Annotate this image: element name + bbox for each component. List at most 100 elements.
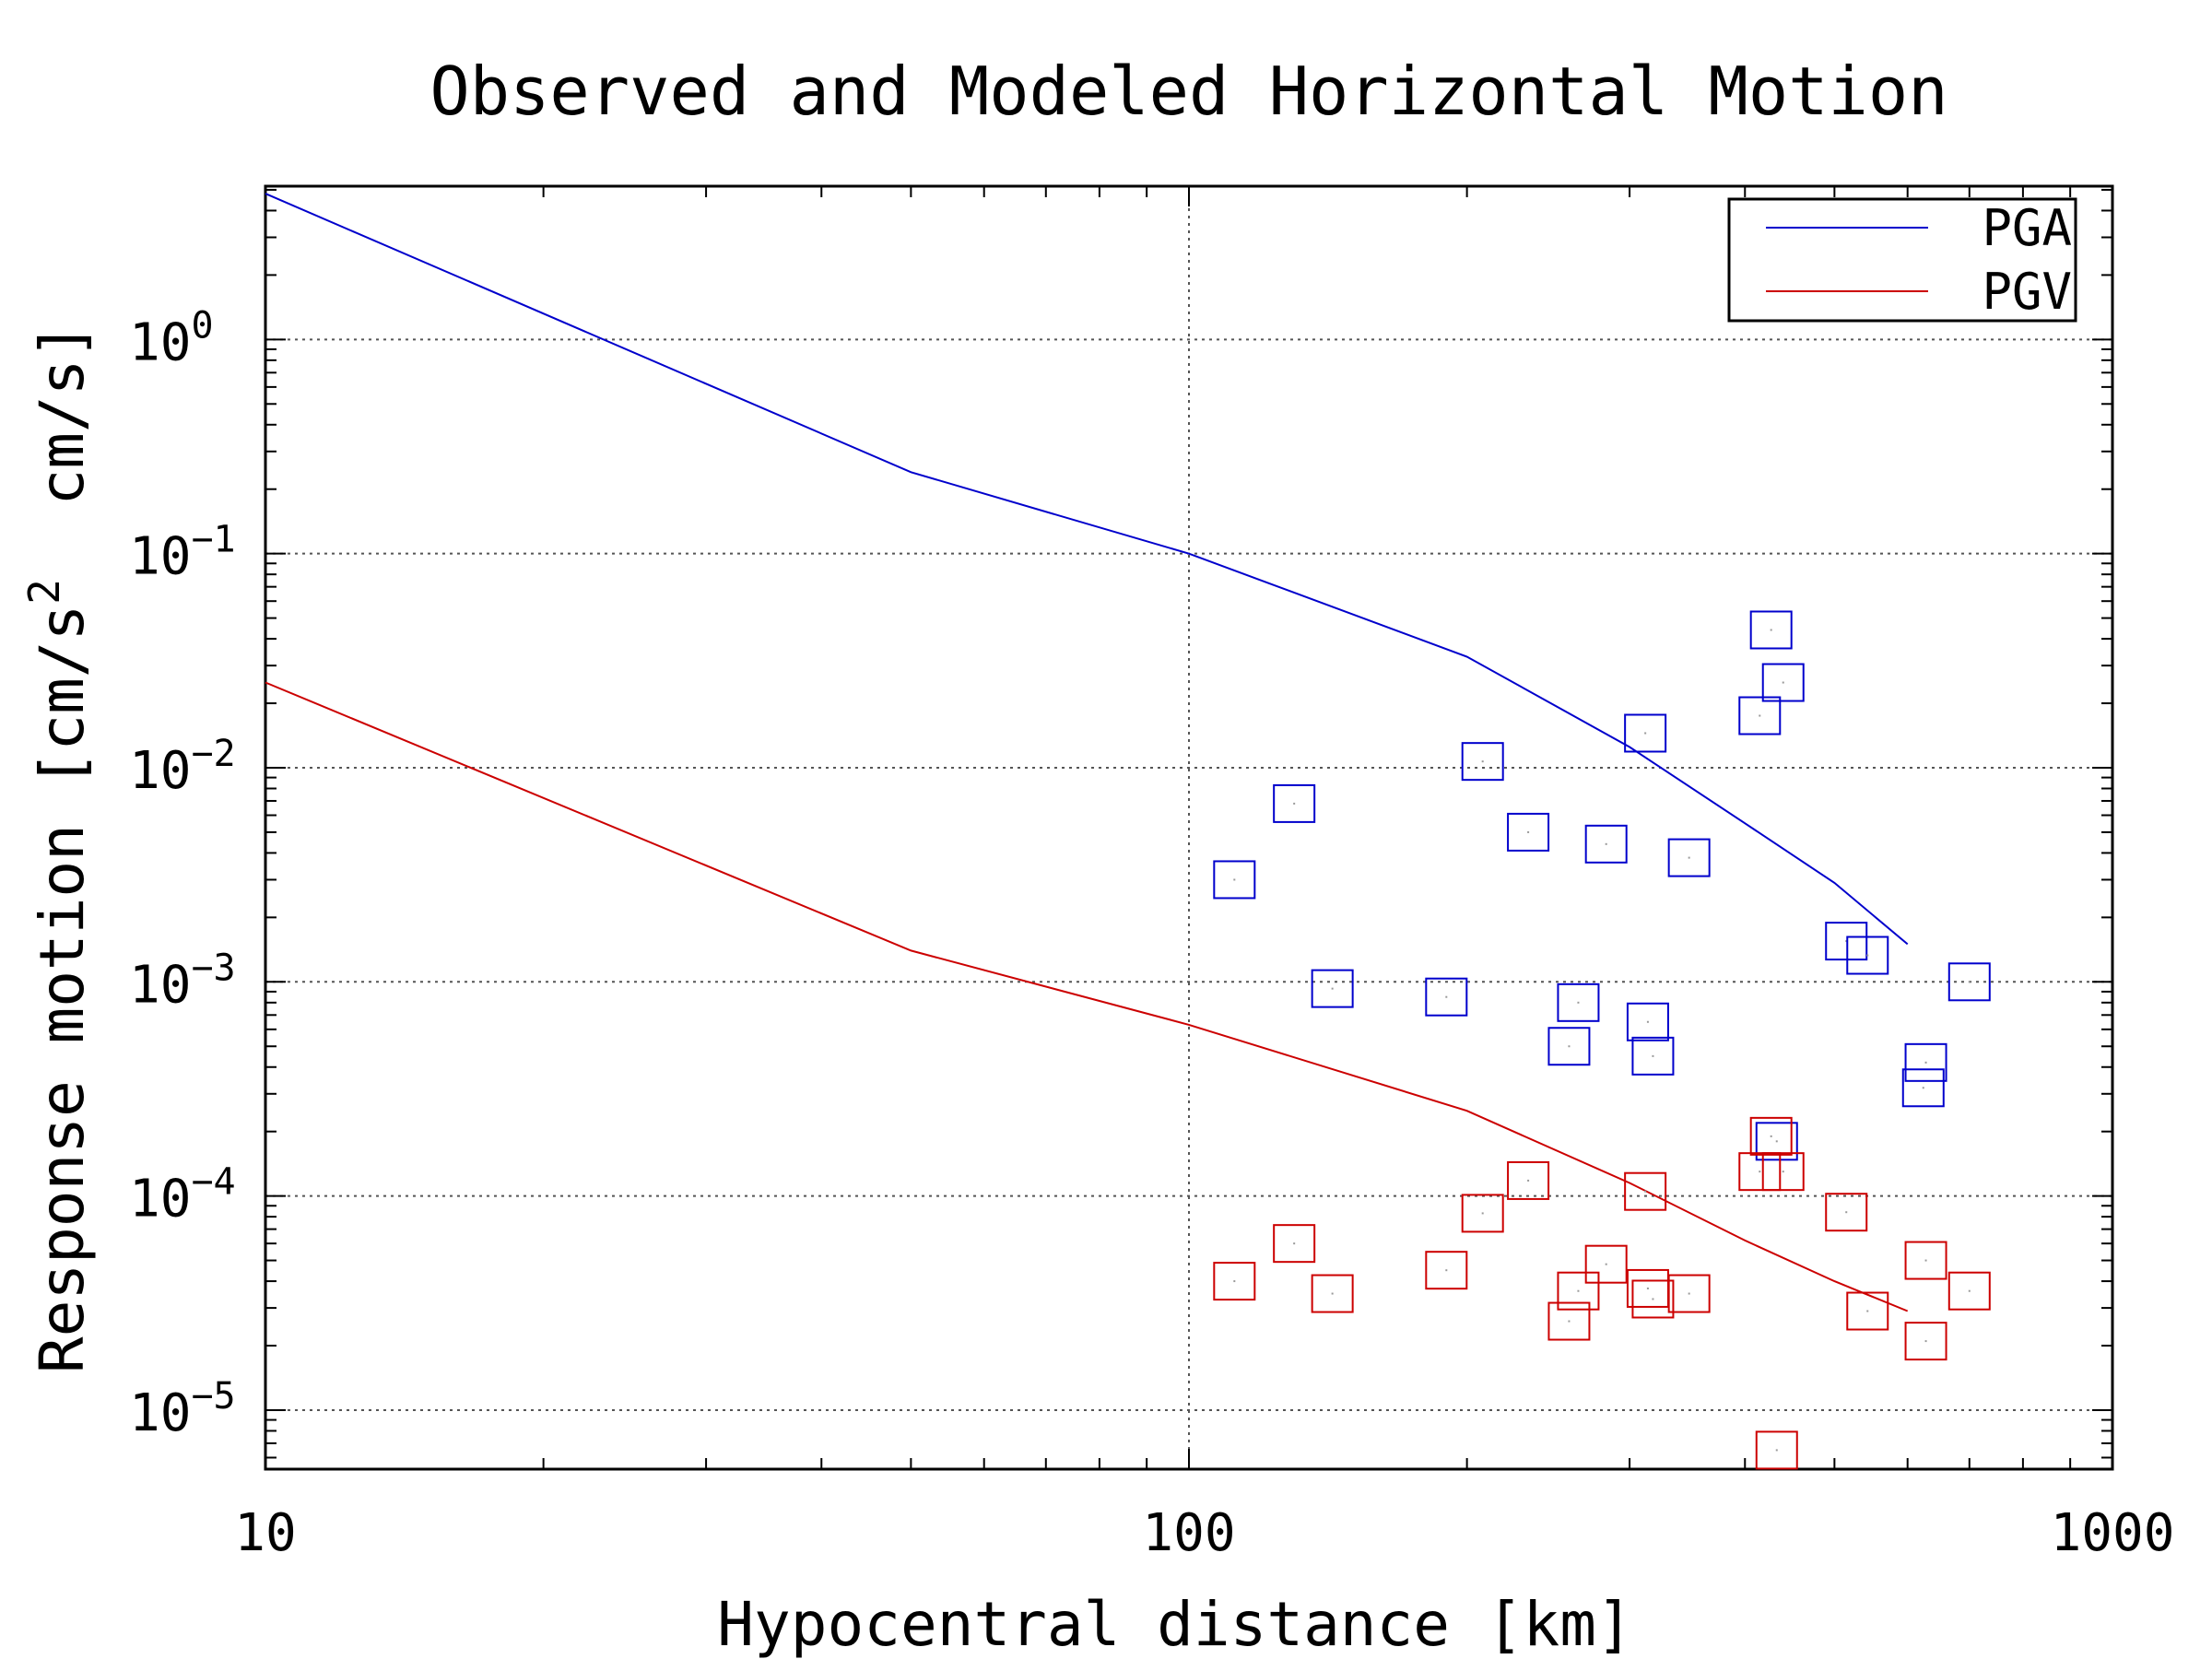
data-point-center-pga [1605, 842, 1607, 845]
y-tick-label-exponent: −5 [191, 1375, 235, 1418]
y-tick-label: 10−5 [129, 1375, 236, 1443]
y-tick-label-base: 10 [129, 1170, 191, 1230]
x-tick-label: 100 [1142, 1503, 1235, 1563]
y-axis-label: Response motion [cm/s2 cm/s] [19, 323, 98, 1373]
legend-box [1727, 197, 2077, 323]
data-point-pga [1825, 922, 1868, 961]
data-point-center-pgv [1924, 1340, 1927, 1343]
data-point-pga [1584, 824, 1628, 864]
data-point-center-pgv [1924, 1259, 1927, 1262]
data-point-pgv [1624, 1171, 1667, 1211]
data-point-center-pgv [1968, 1289, 1971, 1292]
data-point-center-pga [1775, 1140, 1778, 1143]
data-point-pga [1667, 838, 1711, 877]
y-tick-label: 100 [129, 304, 214, 372]
data-point-center-pgv [1527, 1179, 1530, 1182]
data-point-center-pgv [1293, 1242, 1296, 1245]
y-axis-label-suffix: cm/s] [27, 323, 98, 579]
data-point-pga [1273, 783, 1316, 823]
y-tick-label: 10−2 [129, 733, 236, 801]
data-point-pgv [1273, 1224, 1316, 1264]
data-point-center-pga [1568, 1045, 1571, 1048]
series-layer [265, 193, 1991, 1470]
data-point-pga [1425, 977, 1468, 1017]
data-point-pga [1738, 696, 1782, 735]
legend-label-pga: PGA [1982, 199, 2072, 257]
x-tick-label: 10 [234, 1503, 296, 1563]
x-axis-label: Hypocentral distance [km] [717, 1589, 1632, 1659]
data-point-center-pga [1646, 1020, 1649, 1023]
data-point-pga [1624, 713, 1667, 753]
chart-title: Observed and Modeled Horizontal Motion [429, 53, 1947, 130]
data-point-center-pga [1644, 732, 1647, 735]
series-line-pga [265, 193, 1909, 946]
data-point-pga [1507, 812, 1550, 852]
series-line-pgv [265, 681, 1909, 1312]
data-point-center-pga [1445, 995, 1448, 998]
y-axis-label-prefix: Response motion [cm/s [27, 605, 98, 1373]
y-tick-label: 10−3 [129, 947, 236, 1015]
data-point-center-pgv [1688, 1292, 1690, 1295]
data-point-center-pgv [1644, 1190, 1647, 1193]
data-point-center-pgv [1770, 1135, 1772, 1137]
data-point-pgv [1825, 1193, 1868, 1232]
data-point-pgv [1947, 1271, 1991, 1311]
data-point-center-pgv [1577, 1289, 1580, 1292]
data-point-center-pga [1331, 987, 1334, 990]
y-tick-label-exponent: −4 [191, 1161, 235, 1204]
y-axis-label-superscript: 2 [19, 579, 69, 605]
data-point-center-pga [1845, 940, 1848, 943]
data-point-pga [1755, 1122, 1798, 1161]
data-point-pgv [1425, 1251, 1468, 1290]
data-point-pga [1901, 1068, 1945, 1108]
data-point-center-pgv [1782, 1171, 1784, 1173]
y-tick-label-exponent: −2 [191, 733, 235, 775]
data-point-center-pgv [1646, 1287, 1649, 1289]
data-point-pga [1626, 1002, 1669, 1041]
legend: PGA PGV [1727, 197, 2077, 323]
data-point-center-pga [1233, 878, 1236, 881]
y-tick-label: 10−1 [129, 519, 236, 587]
data-point-center-pgv [1775, 1449, 1778, 1452]
data-point-center-pgv [1759, 1171, 1761, 1173]
x-tick-labels: 10 100 1000 [234, 1503, 2174, 1563]
data-point-center-pga [1688, 856, 1690, 859]
y-tick-label: 10−4 [129, 1161, 236, 1230]
y-tick-label-exponent: −3 [191, 947, 235, 989]
data-point-center-pga [1652, 1054, 1654, 1057]
data-point-center-pga [1922, 1087, 1924, 1089]
data-point-center-pgv [1652, 1298, 1654, 1300]
data-point-center-pga [1968, 981, 1971, 983]
data-point-pgv [1461, 1194, 1504, 1233]
data-point-center-pga [1527, 830, 1530, 833]
data-point-pga [1904, 1042, 1947, 1082]
y-tick-label-base: 10 [129, 955, 191, 1015]
data-point-pgv [1749, 1116, 1793, 1156]
data-point-pgv [1667, 1274, 1711, 1313]
y-tick-label-base: 10 [129, 527, 191, 587]
data-point-pgv [1507, 1160, 1550, 1200]
plot-area-border [264, 184, 2114, 1471]
plot-frame [264, 184, 2114, 1471]
data-point-pga [1213, 860, 1256, 900]
data-point-center-pgv [1331, 1292, 1334, 1295]
data-point-pga [1846, 935, 1889, 975]
data-point-pgv [1738, 1152, 1782, 1192]
data-point-pgv [1904, 1322, 1947, 1361]
y-tick-label-base: 10 [129, 1383, 191, 1443]
data-point-pga [1557, 982, 1600, 1022]
y-tick-label-exponent: −1 [191, 519, 235, 561]
y-tick-label-base: 10 [129, 312, 191, 372]
data-point-pgv [1311, 1274, 1354, 1313]
data-point-center-pga [1770, 629, 1772, 631]
data-point-pgv [1547, 1301, 1591, 1341]
data-point-center-pga [1866, 954, 1869, 957]
data-point-center-pga [1782, 681, 1784, 684]
data-point-center-pgv [1605, 1263, 1607, 1265]
data-point-center-pgv [1866, 1310, 1869, 1312]
data-point-center-pga [1577, 1001, 1580, 1004]
data-point-pgv [1557, 1271, 1600, 1311]
y-tick-label-base: 10 [129, 741, 191, 801]
